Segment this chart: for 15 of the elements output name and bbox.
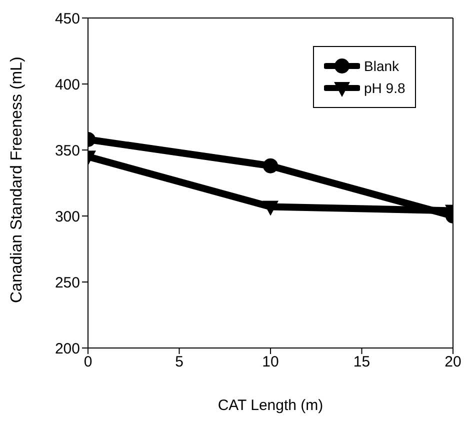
y-tick-label: 250 — [54, 274, 80, 292]
legend-label: Blank — [364, 58, 400, 74]
x-tick-label: 20 — [444, 354, 462, 371]
y-tick-label: 300 — [54, 208, 80, 226]
y-axis-title: Canadian Standard Freeness (mL) — [8, 56, 26, 303]
x-tick-label: 0 — [84, 354, 92, 371]
x-tick-label: 10 — [262, 354, 279, 371]
y-tick-label: 350 — [54, 142, 80, 160]
y-tick-label: 450 — [54, 10, 80, 28]
x-tick-label: 15 — [353, 354, 370, 371]
x-tick-label: 5 — [175, 354, 184, 371]
x-axis-title: CAT Length (m) — [218, 397, 324, 414]
legend-label: pH 9.8 — [364, 80, 406, 96]
y-tick-label: 200 — [54, 340, 80, 358]
y-tick-label: 400 — [54, 76, 80, 94]
